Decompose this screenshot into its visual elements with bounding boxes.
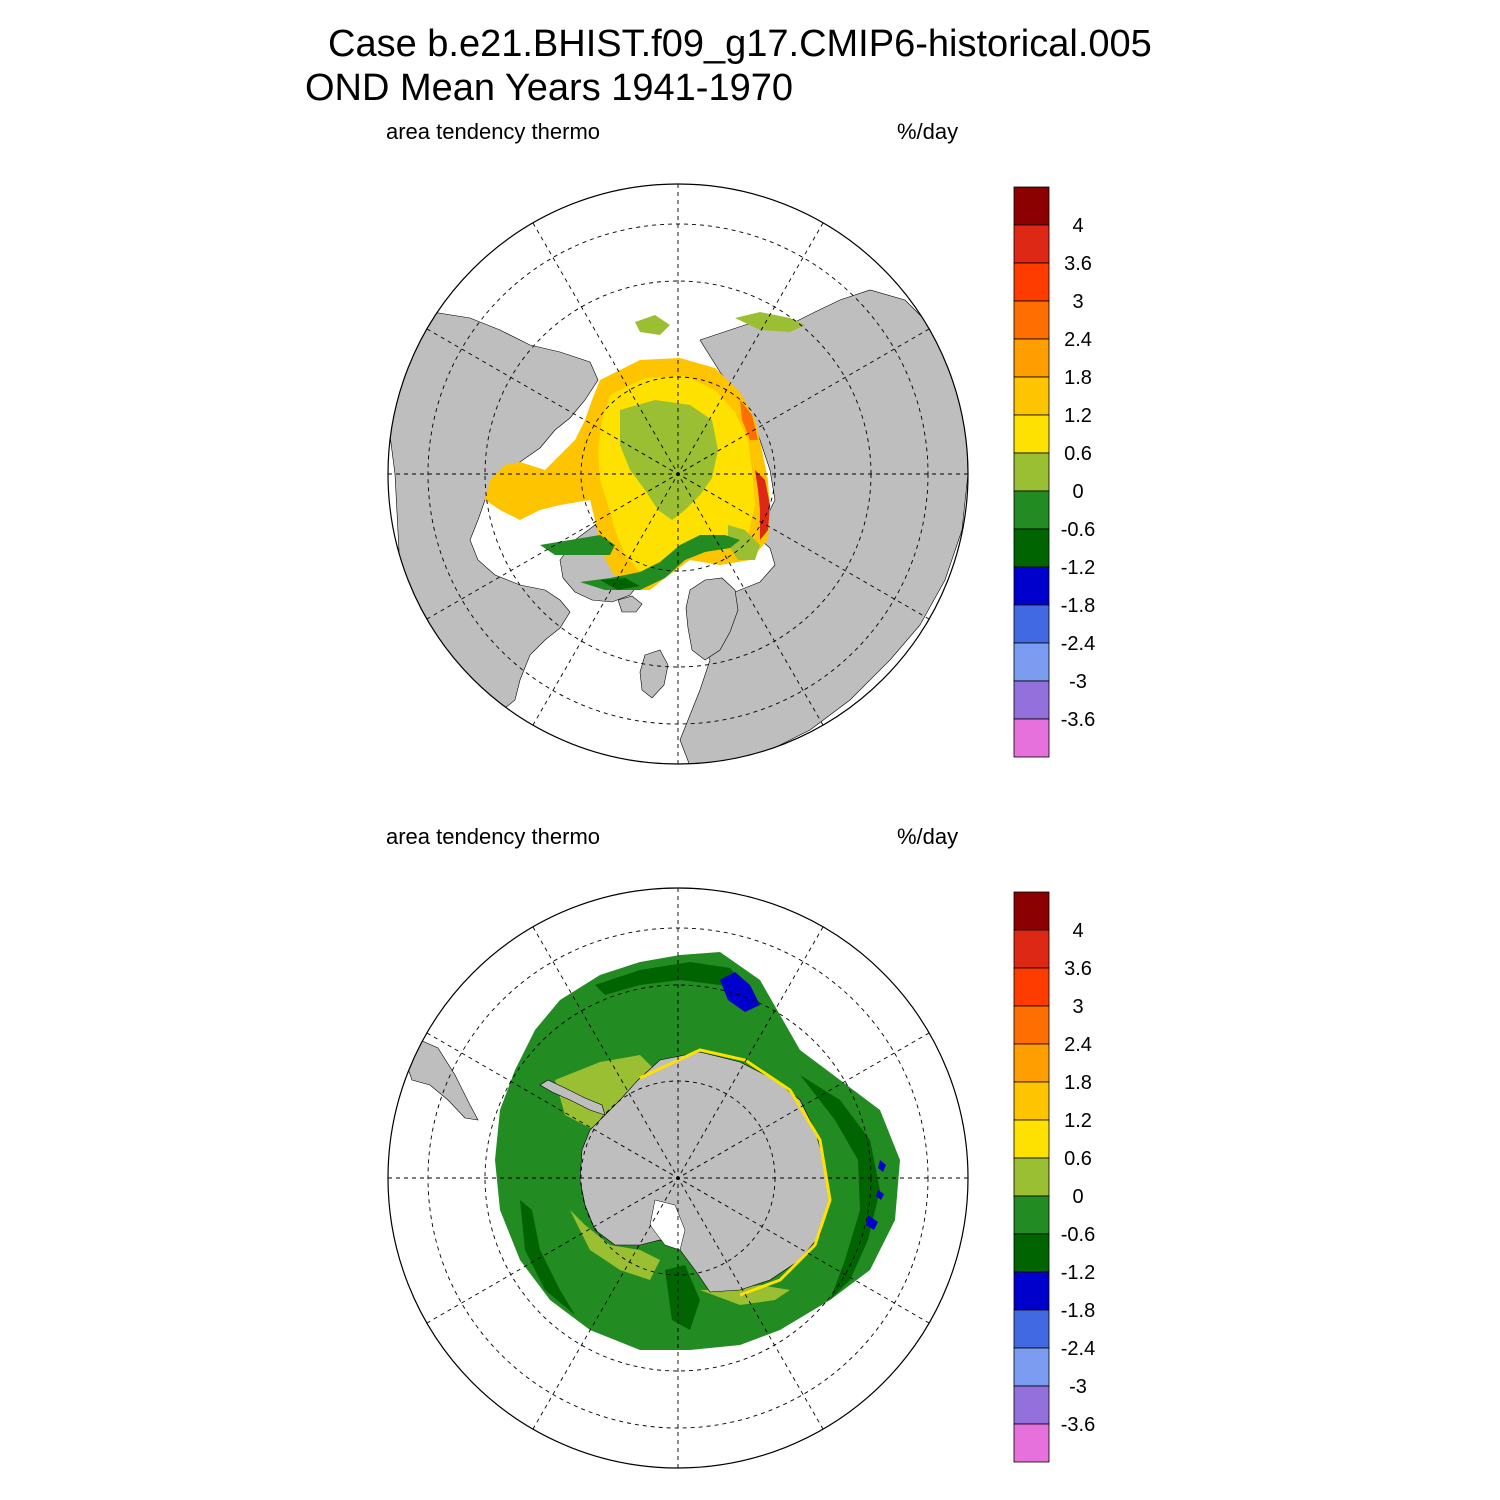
north-colorbar-tick-label: 3.6 bbox=[1064, 253, 1092, 275]
south-colorbar-tick-label: -1.8 bbox=[1061, 1300, 1095, 1322]
north-colorbar-swatch bbox=[1013, 718, 1050, 758]
south-colorbar-tick-label: -2.4 bbox=[1061, 1338, 1095, 1360]
north-colorbar-tick-label: -3.6 bbox=[1061, 709, 1095, 731]
south-colorbar-swatch bbox=[1013, 1081, 1050, 1121]
north-colorbar-tick-label: -0.6 bbox=[1061, 519, 1095, 541]
figure-title-case: Case b.e21.BHIST.f09_g17.CMIP6-historica… bbox=[328, 23, 1152, 65]
north-panel-units-label: %/day bbox=[897, 119, 959, 144]
antarctic-coast-highlight bbox=[639, 1048, 832, 1297]
north-colorbar-swatch bbox=[1013, 186, 1050, 226]
north-colorbar-swatch bbox=[1013, 604, 1050, 644]
north-colorbar-tick-label: 0.6 bbox=[1064, 443, 1092, 465]
north-colorbar-tick-label: -1.8 bbox=[1061, 595, 1095, 617]
north-colorbar-tick-label: 3 bbox=[1072, 291, 1083, 313]
north-colorbar-swatch bbox=[1013, 452, 1050, 492]
iceland-landmass bbox=[617, 595, 643, 613]
south-colorbar-swatch bbox=[1013, 1347, 1050, 1387]
south-colorbar-tick-label: 1.8 bbox=[1064, 1072, 1092, 1094]
antarctic-peninsula bbox=[539, 1079, 606, 1116]
north-colorbar-swatch bbox=[1013, 224, 1050, 264]
north-colorbar-swatch bbox=[1013, 566, 1050, 606]
south-graticule bbox=[388, 888, 968, 1468]
figure-title-period: OND Mean Years 1941-1970 bbox=[305, 67, 793, 109]
south-colorbar-tick-label: -3.6 bbox=[1061, 1414, 1095, 1436]
north-colorbar-swatch bbox=[1013, 490, 1050, 530]
south-colorbar-tick-label: 3 bbox=[1072, 996, 1083, 1018]
scandinavia-landmass bbox=[685, 577, 739, 661]
south-colorbar-swatch bbox=[1013, 1233, 1050, 1273]
north-colorbar-tick-label: 1.8 bbox=[1064, 367, 1092, 389]
north-map-border bbox=[387, 183, 969, 765]
south-colorbar-swatch bbox=[1013, 1043, 1050, 1083]
south-colorbar-swatch bbox=[1013, 891, 1050, 931]
south-colorbar-swatch bbox=[1013, 1195, 1050, 1235]
north-america-landmass bbox=[388, 311, 599, 713]
north-colorbar-swatch bbox=[1013, 528, 1050, 568]
north-colorbar-swatch bbox=[1013, 680, 1050, 720]
north-colorbar-swatch bbox=[1013, 414, 1050, 454]
north-colorbar-swatch bbox=[1013, 642, 1050, 682]
north-colorbar-tick-label: -3 bbox=[1069, 671, 1087, 693]
north-colorbar-swatch bbox=[1013, 376, 1050, 416]
south-colorbar-swatch bbox=[1013, 1005, 1050, 1045]
antarctica-landmass bbox=[579, 1051, 831, 1293]
north-colorbar-tick-label: -1.2 bbox=[1061, 557, 1095, 579]
north-colorbar-tick-label: 0 bbox=[1072, 481, 1083, 503]
north-ice-tendency-field bbox=[485, 312, 805, 590]
north-panel-variable-label: area tendency thermo bbox=[386, 119, 601, 144]
south-panel-variable-label: area tendency thermo bbox=[386, 824, 601, 849]
north-colorbar-tick-label: 4 bbox=[1072, 215, 1083, 237]
south-colorbar-tick-label: -0.6 bbox=[1061, 1224, 1095, 1246]
north-graticule bbox=[388, 184, 968, 764]
north-colorbar-swatch bbox=[1013, 300, 1050, 340]
south-panel-units-label: %/day bbox=[897, 824, 959, 849]
south-colorbar-swatch bbox=[1013, 929, 1050, 969]
south-map-border bbox=[387, 887, 969, 1469]
south-colorbar-swatch bbox=[1013, 1385, 1050, 1425]
north-colorbar: 4 3.6 3 2.4 1.8 1.2 0.6 0 -0.6 -1.2 -1.8 -2.4 -3 -3.6 bbox=[1013, 186, 1095, 758]
south-colorbar: 4 3.6 3 2.4 1.8 1.2 0.6 0 -0.6 -1.2 -1.8 -2.4 -3 -3.6 bbox=[1013, 891, 1095, 1463]
south-colorbar-tick-label: 0.6 bbox=[1064, 1148, 1092, 1170]
british-isles-landmass bbox=[639, 649, 669, 699]
south-colorbar-swatch bbox=[1013, 1309, 1050, 1349]
south-colorbar-swatch bbox=[1013, 1157, 1050, 1197]
south-colorbar-swatch bbox=[1013, 1271, 1050, 1311]
north-polar-map bbox=[387, 183, 969, 765]
south-colorbar-tick-label: -3 bbox=[1069, 1376, 1087, 1398]
north-colorbar-tick-label: 2.4 bbox=[1064, 329, 1092, 351]
south-colorbar-swatch bbox=[1013, 967, 1050, 1007]
north-colorbar-tick-label: 1.2 bbox=[1064, 405, 1092, 427]
south-colorbar-tick-label: 4 bbox=[1072, 920, 1083, 942]
north-colorbar-swatch bbox=[1013, 262, 1050, 302]
south-colorbar-tick-label: -1.2 bbox=[1061, 1262, 1095, 1284]
south-colorbar-tick-label: 0 bbox=[1072, 1186, 1083, 1208]
north-colorbar-tick-label: -2.4 bbox=[1061, 633, 1095, 655]
south-colorbar-tick-label: 2.4 bbox=[1064, 1034, 1092, 1056]
south-polar-map bbox=[387, 887, 969, 1469]
north-colorbar-swatch bbox=[1013, 338, 1050, 378]
south-colorbar-tick-label: 3.6 bbox=[1064, 958, 1092, 980]
south-america-landmass bbox=[404, 1039, 479, 1121]
south-colorbar-swatch bbox=[1013, 1423, 1050, 1463]
south-colorbar-tick-label: 1.2 bbox=[1064, 1110, 1092, 1132]
south-colorbar-swatch bbox=[1013, 1119, 1050, 1159]
ross-ice-shelf bbox=[649, 1199, 686, 1251]
